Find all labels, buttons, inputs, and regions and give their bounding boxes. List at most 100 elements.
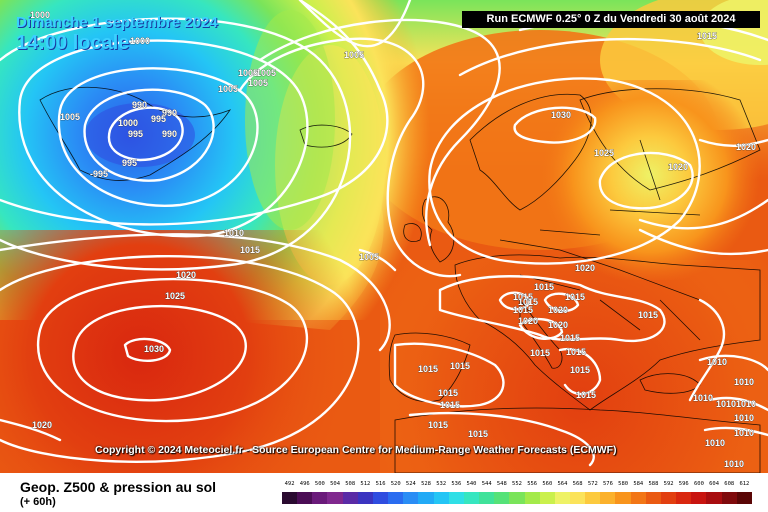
map-canvas: 1000 1000 990 990 995 1000 995 990 995 -…	[0, 0, 768, 473]
legend-label: 600	[693, 481, 704, 487]
legend-swatch	[433, 492, 449, 504]
isobar-label: 1030	[551, 110, 571, 120]
isobar-label: 1005	[60, 112, 80, 122]
forecast-map: 1000 1000 990 990 995 1000 995 990 995 -…	[0, 0, 768, 473]
isobar-label: 1020	[518, 316, 538, 326]
isobar-label: 990	[162, 108, 177, 118]
legend-label: 588	[648, 481, 659, 487]
map-title: Geop. Z500 & pression au sol	[20, 479, 217, 495]
isobar-label: 1005	[248, 78, 268, 88]
legend-swatch	[676, 492, 692, 504]
legend-label: 564	[557, 481, 568, 487]
isobar-label: 1020	[736, 142, 756, 152]
isobar-label: 1015	[438, 388, 458, 398]
isobar-label: -995	[90, 169, 108, 179]
legend-label: 584	[633, 481, 644, 487]
legend-swatch	[357, 492, 373, 504]
isobar-label: 1015	[697, 31, 717, 41]
isobar-label: 1010	[734, 428, 754, 438]
isobar-label: 1020	[548, 305, 568, 315]
map-footer: Geop. Z500 & pression au sol (+ 60h) 492…	[0, 473, 768, 512]
legend-swatch	[282, 492, 298, 504]
isobar-label: 1020	[176, 270, 196, 280]
legend-swatch	[539, 492, 555, 504]
isobar-label: 1000	[118, 118, 138, 128]
legend-swatch	[524, 492, 540, 504]
color-scale-legend: 492 496 500 504 508 512 516 520 524 528 532 536 540 5…	[282, 481, 752, 504]
isobar-label: 1020	[575, 263, 595, 273]
legend-swatch	[403, 492, 419, 504]
legend-swatch	[691, 492, 707, 504]
isobar-label: 1015	[428, 420, 448, 430]
legend-label: 524	[405, 481, 416, 487]
legend-label: 496	[299, 481, 310, 487]
isobar-label: 1015	[518, 297, 538, 307]
legend-label: 540	[466, 481, 477, 487]
isobar-label: 1005	[256, 68, 276, 78]
isobar-label: 995	[151, 114, 166, 124]
isobar-label: 1000	[30, 10, 50, 20]
map-subtitle: (+ 60h)	[20, 496, 56, 508]
legend-label: 592	[663, 481, 674, 487]
isobar-label: 1010	[693, 393, 713, 403]
isobar-label: 995	[128, 129, 143, 139]
legend-label: 512	[360, 481, 371, 487]
isobar-label: 1015	[513, 305, 533, 315]
forecast-time: 14:00 locale	[16, 32, 130, 54]
legend-label: 576	[602, 481, 613, 487]
legend-label: 500	[314, 481, 325, 487]
isobar-label: 1010	[734, 377, 754, 387]
isobar-label: 1015	[534, 282, 554, 292]
legend-swatch	[660, 492, 677, 504]
legend-swatch	[312, 492, 328, 504]
isobar-label: 1025	[594, 148, 614, 158]
isobar-label: 1005	[218, 84, 238, 94]
isobar-label: 1005	[344, 50, 364, 60]
isobar-label: 1020	[668, 162, 688, 172]
legend-swatch	[645, 492, 661, 504]
run-info-banner: Run ECMWF 0.25° 0 Z du Vendredi 30 août …	[462, 11, 760, 28]
legend-color-bar	[282, 492, 752, 504]
legend-swatch	[585, 492, 601, 504]
isobar-label: 1015	[513, 292, 533, 302]
isobar-label: 1015	[240, 245, 260, 255]
isobar-label: 1010	[736, 399, 756, 409]
legend-swatch	[327, 492, 343, 504]
isobar-label: 1015	[418, 364, 438, 374]
legend-label: 520	[390, 481, 401, 487]
legend-label: 560	[542, 481, 553, 487]
legend-label: 528	[421, 481, 431, 487]
isobar-label: 1020	[32, 420, 52, 430]
isobar-label: 1015	[468, 429, 488, 439]
legend-swatch	[509, 492, 525, 504]
isobar-label: 1015	[566, 347, 586, 357]
legend-swatch	[554, 492, 570, 504]
isobar-label: 1015	[440, 400, 460, 410]
isobar-label: 1010	[705, 438, 725, 448]
legend-swatch	[615, 492, 631, 504]
isobar-label: 1000	[130, 36, 150, 46]
legend-label: 572	[587, 481, 598, 487]
legend-swatch	[388, 492, 404, 504]
legend-swatch	[736, 492, 752, 504]
legend-swatch	[297, 492, 313, 504]
legend-label: 556	[527, 481, 538, 487]
isobar-label: 1010	[707, 357, 727, 367]
isobar-label: 1005	[359, 252, 379, 262]
legend-swatch	[418, 492, 434, 504]
copyright-notice: Copyright © 2024 Meteociel.fr - Source E…	[95, 444, 617, 456]
legend-label: 604	[709, 481, 720, 487]
legend-label: 596	[678, 481, 689, 487]
isobar-label: 1015	[638, 310, 658, 320]
legend-label: 580	[618, 481, 629, 487]
legend-label: 504	[330, 481, 341, 487]
legend-swatch	[630, 492, 646, 504]
isobar-label: 995	[122, 158, 137, 168]
legend-label: 612	[739, 481, 750, 487]
legend-label: 536	[451, 481, 462, 487]
isobar-label: 1015	[565, 292, 585, 302]
legend-label: 552	[512, 481, 522, 487]
legend-swatch	[448, 492, 464, 504]
legend-swatch	[463, 492, 480, 504]
legend-swatch	[479, 492, 495, 504]
